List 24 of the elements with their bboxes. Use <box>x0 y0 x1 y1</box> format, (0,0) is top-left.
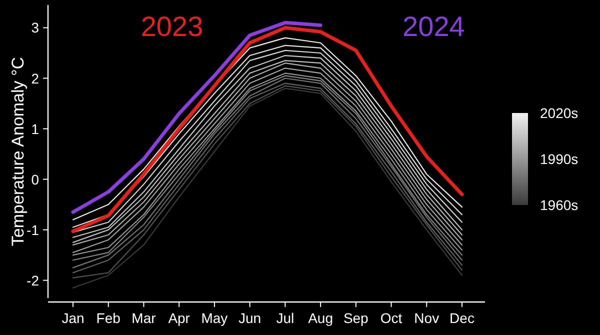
x-tick-label: Mar <box>132 310 156 326</box>
y-tick-label: 0 <box>31 171 40 188</box>
y-tick-label: 2 <box>31 70 40 86</box>
x-tick-label: Jul <box>276 310 294 326</box>
x-tick-label: Aug <box>308 310 334 326</box>
y-tick-label: 3 <box>31 20 40 36</box>
x-tick-label: Dec <box>450 310 474 326</box>
y-tick-label: -2 <box>26 272 40 288</box>
x-tick-label: Nov <box>414 310 440 326</box>
x-tick-label: Apr <box>168 310 190 326</box>
text: 2024 <box>402 10 465 42</box>
y-axis-title: Temperature Anomaly °C <box>8 56 28 246</box>
x-tick-label: Sep <box>343 310 369 326</box>
series-label: 2023 <box>140 10 204 42</box>
y-tick-label: 1 <box>31 120 40 137</box>
x-tick-label: May <box>201 310 228 326</box>
y-tick-label: -1 <box>26 222 40 238</box>
color-bar-label: 2020s <box>540 105 578 121</box>
x-tick-label: Oct <box>380 310 402 326</box>
x-tick-label: Jun <box>238 310 262 326</box>
color-bar-label: 1960s <box>540 197 578 213</box>
x-tick-label: Feb <box>96 310 121 326</box>
x-tick-label: Jan <box>62 310 84 326</box>
color-bar-label: 1990s <box>540 151 578 167</box>
